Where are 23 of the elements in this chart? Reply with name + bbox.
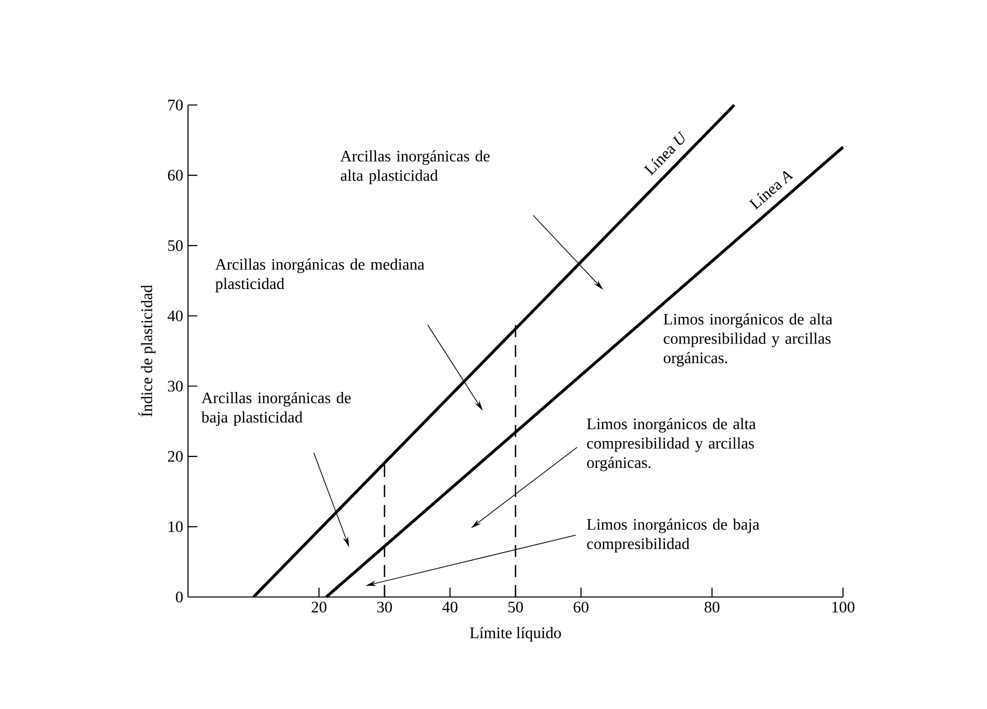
x-tick-label: 100 — [832, 602, 854, 612]
annotation: Arcillas inorgánicas de mediana plasticidad — [215, 258, 424, 292]
annotation: Arcillas inorgánicas de alta plasticidad — [340, 150, 490, 184]
y-tick-label: 50 — [168, 240, 183, 251]
y-tick-label: 10 — [168, 521, 183, 532]
annotation: Arcillas inorgánicas de baja plasticidad — [201, 392, 351, 426]
annotation: Limos inorgánicos de baja compresibilidad — [586, 518, 760, 552]
annotation: Limos inorgánicos de alta compresibilidad y arcillas orgánicas. — [664, 313, 832, 367]
y-tick-label: 20 — [168, 451, 183, 462]
x-tick-label: 40 — [442, 602, 458, 612]
x-axis-title: Límite líquido — [470, 626, 561, 642]
x-tick-label: 20 — [312, 602, 326, 612]
y-tick-label: 0 — [176, 592, 183, 602]
x-tick-label: 30 — [377, 602, 392, 612]
y-tick-label: 70 — [168, 100, 183, 110]
y-tick-label: 30 — [168, 380, 183, 392]
x-tick-label: 50 — [508, 602, 523, 612]
y-tick-label: 40 — [168, 310, 183, 322]
x-tick-label: 60 — [574, 602, 588, 612]
y-tick-label: 60 — [168, 170, 183, 181]
annotation: Limos inorgánicos de alta compresibilidad y arcillas orgánicas. — [586, 418, 756, 472]
x-tick-label: 80 — [704, 602, 720, 612]
y-axis-title: Índice de plasticidad — [138, 284, 156, 417]
